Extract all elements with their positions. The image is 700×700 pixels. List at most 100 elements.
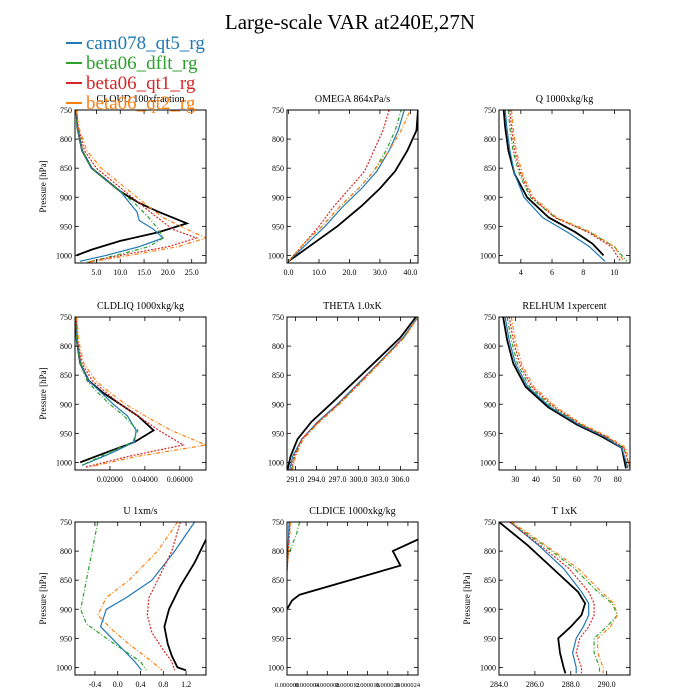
- y-tick-label: 900: [272, 400, 284, 409]
- y-tick-label: 800: [272, 135, 284, 144]
- series-line-obs: [502, 110, 605, 257]
- x-tick-label: 0.04000: [132, 475, 158, 484]
- x-tick-label: -0.4: [89, 680, 102, 689]
- legend-swatch: [66, 61, 82, 64]
- panel-8: T 1xK 750 800 850 900 950 1000 284.0 286.0 288.0 2…: [462, 506, 631, 689]
- series-line-beta06_qt2_rg: [510, 110, 625, 262]
- panel-title: CLDLIQ 1000xkg/kg: [97, 301, 184, 312]
- x-tick-label: 20.0: [161, 268, 175, 277]
- y-tick-label: 900: [484, 193, 496, 202]
- y-tick-label: 900: [60, 193, 72, 202]
- x-tick-label: 0.8: [158, 680, 168, 689]
- x-tick-label: 0.000016: [355, 682, 380, 689]
- x-tick-label: 4: [519, 268, 523, 277]
- series-line-beta06_qt1_rg: [75, 110, 199, 263]
- series-line-beta06_dflt_rg: [287, 522, 301, 569]
- series-line-obs: [75, 110, 190, 257]
- x-tick-label: 20.0: [342, 268, 356, 277]
- y-tick-label: 900: [484, 400, 496, 409]
- legend-swatch: [66, 81, 82, 84]
- y-axis-label: Pressure [hPa]: [462, 572, 472, 624]
- x-tick-label: 0.0: [284, 268, 294, 277]
- x-tick-label: 0.000012: [335, 682, 359, 689]
- y-tick-label: 1000: [56, 458, 72, 467]
- legend-item: cam078_qt5_rg: [66, 34, 205, 54]
- x-tick-label: 291.0: [286, 475, 304, 484]
- x-tick-label: 40.0: [403, 268, 417, 277]
- panel-6: U 1xm/s 750 800 850 900 950 1000 -0.4 0.0 0.4 0.8 1…: [38, 506, 207, 689]
- x-tick-label: 10.0: [113, 268, 127, 277]
- x-tick-label: 0.02000: [97, 475, 123, 484]
- plot-frame: [498, 316, 631, 471]
- y-tick-label: 900: [272, 193, 284, 202]
- panel-title: RELHUM 1xpercent: [522, 301, 606, 312]
- y-tick-label: 750: [60, 518, 72, 527]
- series-line-cam078_qt5_rg: [99, 522, 196, 671]
- legend-label: beta06_qt1_rg: [86, 73, 196, 94]
- series-line-beta06_qt1_rg: [509, 110, 622, 262]
- y-tick-label: 750: [272, 106, 284, 115]
- panel-title: CLOUD 100xfraction: [96, 94, 184, 105]
- y-tick-label: 950: [272, 429, 284, 438]
- legend-item: beta06_qt2_rg: [66, 94, 205, 114]
- y-tick-label: 850: [484, 576, 496, 585]
- series-line-beta06_qt1_rg: [508, 317, 630, 469]
- panel-2: Q 1000xkg/kg 750 800 850 900 950 1000 4 6 8 10: [480, 94, 631, 277]
- y-tick-label: 850: [272, 371, 284, 380]
- series-line-beta06_qt2_rg: [76, 317, 206, 468]
- series-line-beta06_dflt_rg: [80, 522, 147, 671]
- x-tick-label: 50: [552, 475, 560, 484]
- x-tick-label: 80: [614, 475, 622, 484]
- y-tick-label: 1000: [56, 251, 72, 260]
- legend-label: beta06_dflt_rg: [86, 53, 198, 74]
- series-line-beta06_qt1_rg: [75, 317, 185, 468]
- series-line-cam078_qt5_rg: [75, 110, 165, 262]
- x-tick-label: 306.0: [391, 475, 409, 484]
- series-line-beta06_dflt_rg: [75, 317, 139, 466]
- x-tick-label: 0.0: [113, 680, 123, 689]
- panel-3: CLDLIQ 1000xkg/kg 750 800 850 900 950 1000 0.02…: [38, 301, 207, 484]
- panel-5: RELHUM 1xpercent 750 800 850 900 950 1000 30 40 5…: [480, 301, 631, 484]
- plot-frame: [498, 109, 631, 264]
- plot-frame: [74, 521, 207, 676]
- x-tick-label: 25.0: [185, 268, 199, 277]
- series-line-beta06_dflt_rg: [507, 110, 628, 262]
- panel-0: CLOUD 100xfraction 750 800 850 900 950 1000 5.0…: [38, 94, 207, 277]
- panel-title: OMEGA 864xPa/s: [315, 94, 390, 105]
- legend-item: beta06_dflt_rg: [66, 54, 205, 74]
- y-tick-label: 800: [60, 547, 72, 556]
- legend-swatch: [66, 41, 82, 44]
- x-tick-label: 294.0: [307, 475, 325, 484]
- y-tick-label: 950: [484, 429, 496, 438]
- y-tick-label: 850: [272, 576, 284, 585]
- y-tick-label: 900: [272, 605, 284, 614]
- y-tick-label: 850: [60, 371, 72, 380]
- x-tick-label: 290.0: [598, 680, 616, 689]
- series-line-beta06_qt1_rg: [288, 110, 390, 262]
- x-tick-label: 0.4: [136, 680, 146, 689]
- y-tick-label: 850: [484, 164, 496, 173]
- y-tick-label: 900: [60, 400, 72, 409]
- y-tick-label: 850: [60, 164, 72, 173]
- series-line-beta06_qt1_rg: [146, 522, 181, 671]
- y-tick-label: 800: [484, 342, 496, 351]
- x-tick-label: 0.06000: [167, 475, 193, 484]
- x-tick-label: 10: [610, 268, 618, 277]
- series-line-beta06_qt2_rg: [75, 110, 206, 263]
- plot-frame: [74, 316, 207, 471]
- y-tick-label: 900: [484, 605, 496, 614]
- series-line-obs: [163, 539, 206, 672]
- y-axis-label: Pressure [hPa]: [38, 572, 48, 624]
- x-tick-label: 5.0: [91, 268, 101, 277]
- x-tick-label: 0.000024: [396, 682, 421, 689]
- y-tick-label: 750: [60, 313, 72, 322]
- y-tick-label: 1000: [480, 251, 496, 260]
- series-line-obs: [499, 522, 587, 674]
- y-tick-label: 950: [484, 222, 496, 231]
- y-tick-label: 750: [484, 106, 496, 115]
- series-line-beta06_qt2_rg: [97, 522, 178, 671]
- x-tick-label: 10.0: [312, 268, 326, 277]
- series-line-obs: [287, 538, 418, 610]
